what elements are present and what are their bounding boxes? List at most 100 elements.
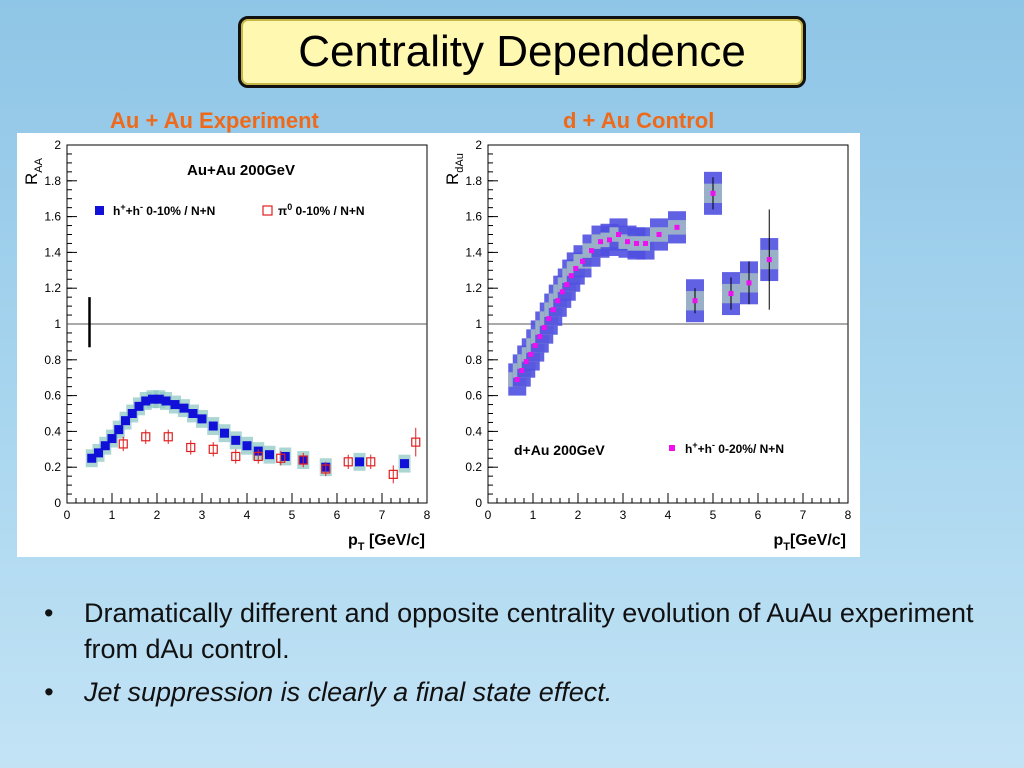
data-point (94, 448, 103, 458)
data-point (580, 258, 585, 264)
data-point (127, 409, 137, 418)
data-point (728, 291, 734, 297)
data-point (519, 368, 525, 374)
data-point (170, 400, 180, 410)
y-tick-label: 0 (54, 496, 61, 510)
chart-title: Au+Au 200GeV (187, 162, 295, 179)
y-tick-label: 0.8 (465, 353, 482, 367)
dau-chart-panel: 0 0.2 0.4 0.6 0.8 1 1.2 1.4 1.6 1.8 2 0 1 2 3 4 5 6 7 8 RdAu… (438, 133, 860, 557)
data-point (550, 307, 556, 313)
data-point (523, 359, 529, 365)
legend-label: h++h- 0-20%/ N+N (685, 440, 784, 456)
y-tick-label: 0.4 (44, 424, 61, 438)
legend-marker (262, 205, 273, 216)
x-tick-label: 1 (109, 508, 116, 522)
bullet-list: • Dramatically different and opposite ce… (40, 596, 980, 719)
auau-chart-panel: 0 0.2 0.4 0.6 0.8 1 1.2 1.4 1.6 1.8 2 0 1 2 3 4 5 6 7 8 RAA p… (17, 133, 439, 557)
y-tick-label: 1 (54, 317, 61, 331)
bullet-marker: • (44, 677, 54, 708)
x-tick-label: 2 (154, 508, 161, 522)
data-point (411, 437, 421, 447)
data-point (355, 457, 364, 467)
data-point (208, 421, 218, 431)
bullet-item: • Jet suppression is clearly a final sta… (40, 675, 980, 711)
y-tick-label: 0 (475, 496, 482, 510)
y-tick-label: 1 (475, 317, 482, 331)
x-axis-label: pT [GeV/c] (348, 532, 425, 553)
data-point (568, 273, 574, 279)
x-tick-label: 7 (800, 508, 807, 522)
data-point (343, 457, 353, 467)
x-tick-label: 1 (530, 508, 537, 522)
data-point (514, 376, 520, 382)
data-point (634, 240, 639, 246)
data-point (643, 240, 648, 246)
slide-title: Centrality Dependence (298, 27, 746, 76)
dau-chart: 0 0.2 0.4 0.6 0.8 1 1.2 1.4 1.6 1.8 2 0 1 2 3 4 5 6 7 8 RdAu… (443, 138, 852, 553)
x-tick-label: 8 (845, 508, 852, 522)
x-tick-label: 6 (755, 508, 762, 522)
y-tick-label: 0.2 (44, 460, 61, 474)
data-point (589, 248, 594, 254)
bullet-text: Jet suppression is clearly a final state… (84, 677, 613, 708)
x-tick-label: 0 (485, 508, 492, 522)
x-axis-label: pT[GeV/c] (773, 532, 846, 553)
y-tick-label: 0.6 (465, 389, 482, 403)
data-point (163, 432, 173, 442)
data-point (148, 394, 157, 404)
bullet-text: Dramatically different and opposite cent… (84, 598, 974, 664)
y-tick-label: 2 (54, 138, 61, 152)
right-panel-heading: d + Au Control (563, 108, 715, 133)
y-tick-label: 1.2 (44, 281, 61, 295)
legend-marker (669, 445, 675, 451)
data-point (242, 441, 252, 451)
x-tick-label: 3 (199, 508, 206, 522)
x-tick-label: 0 (64, 508, 71, 522)
data-point (559, 289, 565, 295)
data-point (366, 457, 376, 467)
data-point (220, 428, 229, 438)
data-point (161, 396, 171, 406)
series-group-1 (118, 427, 421, 484)
y-tick-label: 1.4 (465, 245, 482, 259)
data-point (154, 394, 164, 404)
data-point (692, 298, 698, 304)
legend-marker (95, 206, 104, 215)
data-point (573, 266, 579, 272)
data-point (674, 224, 680, 230)
x-tick-label: 8 (424, 508, 431, 522)
data-point (231, 435, 241, 445)
data-point (114, 425, 124, 435)
y-tick-label: 1.6 (465, 210, 482, 224)
x-tick-label: 4 (244, 508, 251, 522)
data-point (186, 442, 196, 453)
data-point (766, 257, 772, 263)
data-point (607, 237, 612, 243)
auau-chart: 0 0.2 0.4 0.6 0.8 1 1.2 1.4 1.6 1.8 2 0 1 2 3 4 5 6 7 8 RAA p… (22, 138, 431, 553)
data-point (265, 450, 274, 460)
data-point (546, 316, 552, 322)
data-point (746, 280, 752, 286)
data-point (141, 396, 151, 406)
data-point (541, 325, 547, 331)
data-point (231, 451, 241, 462)
data-point (537, 334, 543, 340)
x-tick-label: 7 (379, 508, 386, 522)
y-tick-label: 0.4 (465, 424, 482, 438)
y-tick-label: 0.8 (44, 353, 61, 367)
data-point (87, 453, 97, 463)
chart-title: d+Au 200GeV (514, 442, 605, 458)
data-point (388, 469, 398, 479)
data-point (121, 416, 130, 426)
x-tick-label: 3 (620, 508, 627, 522)
y-axis-label: RAA (22, 157, 45, 185)
slide-title-box: Centrality Dependence (238, 16, 806, 88)
data-point (298, 455, 308, 465)
data-point (208, 444, 218, 454)
y-axis-label: RdAu (443, 153, 466, 185)
data-point (564, 282, 570, 288)
data-point (107, 434, 117, 444)
data-point (598, 239, 603, 245)
data-point (625, 239, 630, 245)
data-point (141, 432, 151, 442)
